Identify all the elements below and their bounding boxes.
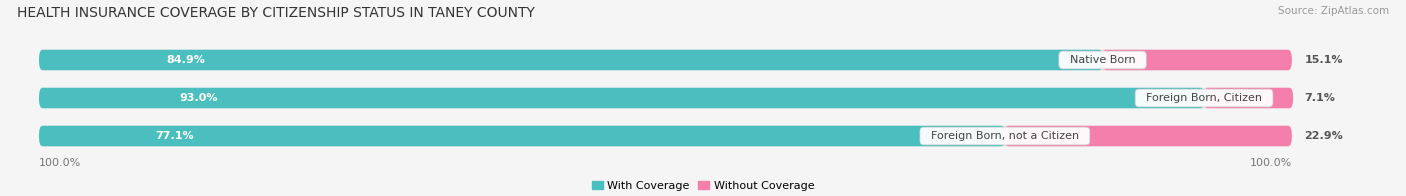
Text: 22.9%: 22.9% <box>1305 131 1343 141</box>
Text: Foreign Born, not a Citizen: Foreign Born, not a Citizen <box>924 131 1085 141</box>
FancyBboxPatch shape <box>39 50 1102 70</box>
Text: 84.9%: 84.9% <box>167 55 205 65</box>
FancyBboxPatch shape <box>39 126 1005 146</box>
Text: HEALTH INSURANCE COVERAGE BY CITIZENSHIP STATUS IN TANEY COUNTY: HEALTH INSURANCE COVERAGE BY CITIZENSHIP… <box>17 6 534 20</box>
FancyBboxPatch shape <box>1204 88 1294 108</box>
FancyBboxPatch shape <box>39 88 1292 108</box>
FancyBboxPatch shape <box>1005 126 1292 146</box>
FancyBboxPatch shape <box>39 126 1292 146</box>
FancyBboxPatch shape <box>1102 50 1292 70</box>
Text: 93.0%: 93.0% <box>179 93 218 103</box>
Text: 100.0%: 100.0% <box>1250 158 1292 168</box>
Legend: With Coverage, Without Coverage: With Coverage, Without Coverage <box>588 176 818 195</box>
Text: Foreign Born, Citizen: Foreign Born, Citizen <box>1139 93 1270 103</box>
Text: 100.0%: 100.0% <box>39 158 82 168</box>
Text: Native Born: Native Born <box>1063 55 1143 65</box>
Text: Source: ZipAtlas.com: Source: ZipAtlas.com <box>1278 6 1389 16</box>
FancyBboxPatch shape <box>39 88 1204 108</box>
Text: 7.1%: 7.1% <box>1305 93 1336 103</box>
Text: 15.1%: 15.1% <box>1305 55 1343 65</box>
FancyBboxPatch shape <box>39 50 1292 70</box>
Text: 77.1%: 77.1% <box>155 131 194 141</box>
